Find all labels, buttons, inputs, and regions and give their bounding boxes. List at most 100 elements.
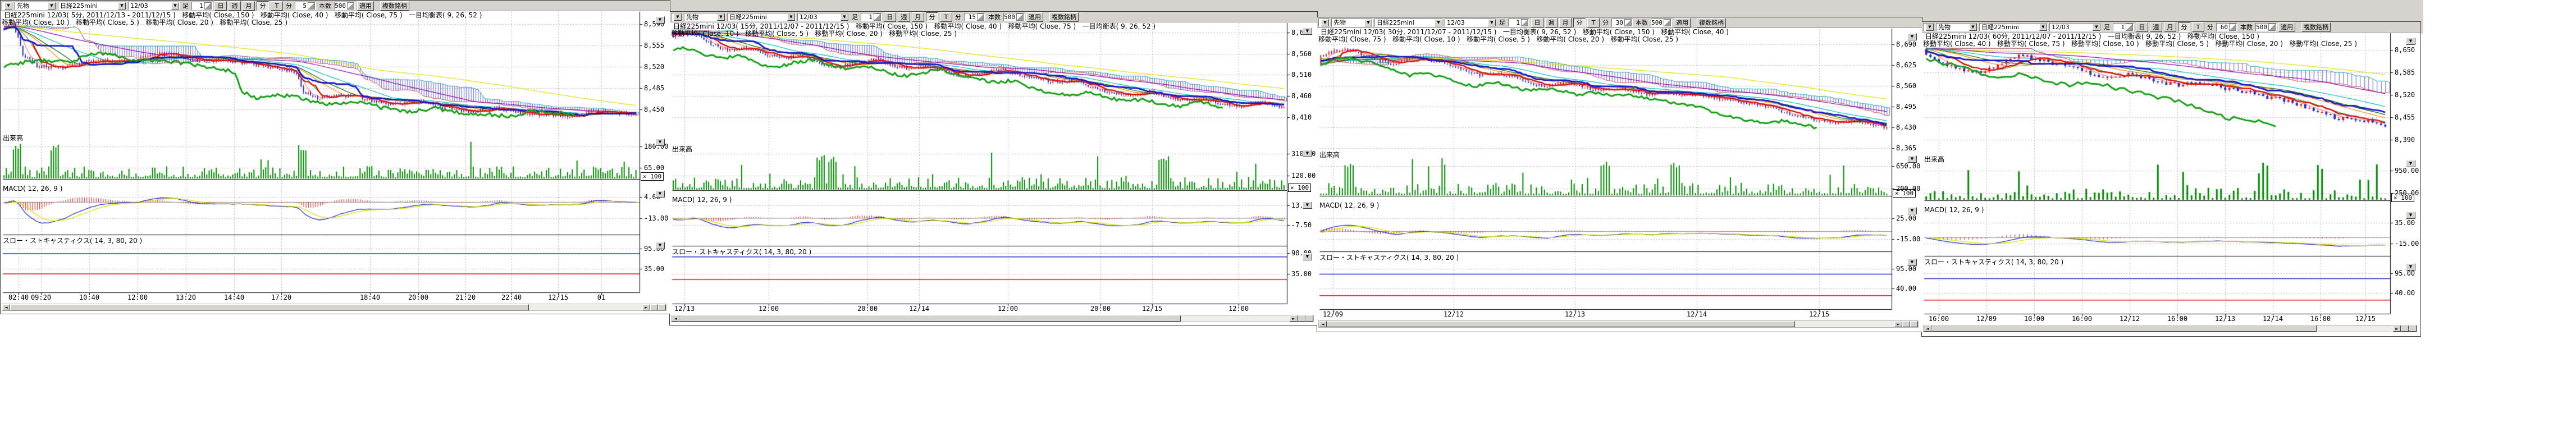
pane-collapse-button[interactable]: ▼ bbox=[1303, 150, 1312, 157]
scrollbar-track[interactable] bbox=[529, 304, 642, 310]
pane-collapse-button[interactable]: ▼ bbox=[2406, 160, 2415, 167]
multi-symbol-button[interactable]: 複数銘柄 bbox=[1049, 12, 1079, 22]
apply-button[interactable]: 適用 bbox=[1674, 17, 1691, 27]
horizontal-scrollbar[interactable]: ◄ ► bbox=[671, 315, 1314, 322]
scroll-left-button[interactable]: ◄ bbox=[1924, 325, 1931, 332]
spinner-icon[interactable] bbox=[2126, 23, 2133, 31]
minutes-spinner[interactable]: 30 bbox=[1611, 18, 1633, 27]
chart-plot[interactable] bbox=[1922, 22, 2420, 336]
daily-button[interactable]: 日 bbox=[884, 12, 896, 22]
pane-collapse-button[interactable]: ▼ bbox=[655, 190, 665, 198]
pane-collapse-button[interactable]: ▼ bbox=[655, 16, 665, 24]
pane-collapse-button[interactable]: ▼ bbox=[1303, 201, 1312, 209]
scrollbar-track[interactable] bbox=[2317, 325, 2393, 332]
monthly-button[interactable]: 月 bbox=[1559, 17, 1572, 27]
contract-select[interactable]: 12/03 ▼ bbox=[1445, 18, 1496, 27]
contract-select[interactable]: 12/03 ▼ bbox=[128, 1, 180, 10]
weekly-button[interactable]: 週 bbox=[898, 12, 910, 22]
pane-collapse-button[interactable]: ▼ bbox=[1907, 155, 1917, 163]
horizontal-scrollbar[interactable]: ◄ ► bbox=[1923, 325, 2417, 332]
market-select[interactable]: 先物 ▼ bbox=[15, 1, 56, 10]
weekly-button[interactable]: 週 bbox=[229, 1, 241, 11]
pane-split-button[interactable] bbox=[1305, 315, 1313, 322]
tick-button[interactable]: T bbox=[2192, 22, 2204, 32]
pane-split-button[interactable] bbox=[1902, 321, 1910, 327]
scrollbar-track[interactable] bbox=[1795, 321, 1894, 327]
pane-collapse-button[interactable]: ▼ bbox=[2406, 263, 2415, 270]
symbol-select[interactable]: 日経225mini ▼ bbox=[58, 1, 126, 10]
minutes-spinner[interactable]: 15 bbox=[964, 12, 985, 21]
bar-type-spinner[interactable]: 1 bbox=[191, 1, 213, 10]
spinner-icon[interactable] bbox=[2268, 23, 2276, 31]
pane-split-button[interactable] bbox=[2401, 325, 2409, 332]
bar-type-spinner[interactable]: 1 bbox=[2113, 22, 2134, 31]
spinner-icon[interactable] bbox=[1521, 19, 1528, 26]
multi-symbol-button[interactable]: 複数銘柄 bbox=[1697, 17, 1726, 27]
minute-button[interactable]: 分 bbox=[1573, 17, 1586, 27]
scrollbar-thumb[interactable] bbox=[1931, 325, 2317, 332]
window-menu-dropdown[interactable]: ▼ bbox=[671, 12, 682, 21]
weekly-button[interactable]: 週 bbox=[2150, 22, 2162, 32]
minutes-spinner[interactable]: 60 bbox=[2216, 22, 2237, 31]
contract-select[interactable]: 12/03 ▼ bbox=[2049, 22, 2101, 31]
pane-split-button[interactable] bbox=[1298, 315, 1305, 322]
scrollbar-thumb[interactable] bbox=[10, 304, 529, 310]
minute-button[interactable]: 分 bbox=[926, 12, 938, 22]
scrollbar-thumb[interactable] bbox=[1327, 321, 1795, 327]
apply-button[interactable]: 適用 bbox=[2278, 22, 2295, 32]
chart-plot[interactable] bbox=[1317, 17, 1922, 332]
chart-plot[interactable] bbox=[1, 1, 670, 314]
spinner-icon[interactable] bbox=[2229, 23, 2236, 31]
scroll-right-button[interactable]: ► bbox=[642, 304, 650, 310]
market-select[interactable]: 先物 ▼ bbox=[684, 12, 725, 21]
multi-symbol-button[interactable]: 複数銘柄 bbox=[380, 1, 409, 11]
window-menu-dropdown[interactable]: ▼ bbox=[1923, 22, 1934, 31]
multi-symbol-button[interactable]: 複数銘柄 bbox=[2301, 22, 2331, 32]
bars-count-spinner[interactable]: 500 bbox=[334, 1, 355, 10]
daily-button[interactable]: 日 bbox=[2136, 22, 2148, 32]
bars-count-spinner[interactable]: 500 bbox=[2255, 22, 2277, 31]
pane-split-button[interactable] bbox=[1910, 321, 1918, 327]
pane-split-button[interactable] bbox=[658, 304, 666, 310]
horizontal-scrollbar[interactable]: ◄ ► bbox=[1318, 320, 1919, 328]
monthly-button[interactable]: 月 bbox=[912, 12, 924, 22]
contract-select[interactable]: 12/03 ▼ bbox=[797, 12, 849, 21]
tick-button[interactable]: T bbox=[940, 12, 952, 22]
scroll-left-button[interactable]: ◄ bbox=[1319, 321, 1327, 327]
spinner-icon[interactable] bbox=[204, 2, 212, 10]
bar-type-spinner[interactable]: 1 bbox=[861, 12, 882, 21]
market-select[interactable]: 先物 ▼ bbox=[1331, 18, 1373, 27]
scroll-left-button[interactable]: ◄ bbox=[672, 315, 679, 322]
bars-count-spinner[interactable]: 500 bbox=[1651, 18, 1672, 27]
daily-button[interactable]: 日 bbox=[214, 1, 227, 11]
market-select[interactable]: 先物 ▼ bbox=[1936, 22, 1977, 31]
spinner-icon[interactable] bbox=[874, 13, 881, 21]
apply-button[interactable]: 適用 bbox=[1026, 12, 1043, 22]
apply-button[interactable]: 適用 bbox=[357, 1, 374, 11]
scroll-right-button[interactable]: ► bbox=[1894, 321, 1902, 327]
spinner-icon[interactable] bbox=[308, 2, 315, 10]
pane-collapse-button[interactable]: ▼ bbox=[1907, 33, 1917, 40]
tick-button[interactable]: T bbox=[271, 1, 283, 11]
spinner-icon[interactable] bbox=[347, 2, 354, 10]
spinner-icon[interactable] bbox=[977, 13, 984, 21]
horizontal-scrollbar[interactable]: ◄ ► bbox=[2, 304, 666, 311]
spinner-icon[interactable] bbox=[1664, 19, 1671, 26]
scrollbar-thumb[interactable] bbox=[679, 315, 1181, 322]
pane-collapse-button[interactable]: ▼ bbox=[655, 242, 665, 249]
pane-collapse-button[interactable]: ▼ bbox=[2406, 38, 2415, 45]
symbol-select[interactable]: 日経225mini ▼ bbox=[727, 12, 796, 21]
monthly-button[interactable]: 月 bbox=[2164, 22, 2176, 32]
pane-collapse-button[interactable]: ▼ bbox=[1907, 259, 1917, 266]
monthly-button[interactable]: 月 bbox=[243, 1, 255, 11]
spinner-icon[interactable] bbox=[1624, 19, 1632, 26]
bar-type-spinner[interactable]: 1 bbox=[1508, 18, 1529, 27]
pane-collapse-button[interactable]: ▼ bbox=[2406, 212, 2415, 219]
symbol-select[interactable]: 日経225mini ▼ bbox=[1979, 22, 2048, 31]
minute-button[interactable]: 分 bbox=[2178, 22, 2190, 32]
bars-count-spinner[interactable]: 500 bbox=[1003, 12, 1025, 21]
scroll-left-button[interactable]: ◄ bbox=[2, 304, 10, 310]
scroll-right-button[interactable]: ► bbox=[1290, 315, 1298, 322]
minute-button[interactable]: 分 bbox=[257, 1, 269, 11]
pane-collapse-button[interactable]: ▼ bbox=[1303, 253, 1312, 260]
